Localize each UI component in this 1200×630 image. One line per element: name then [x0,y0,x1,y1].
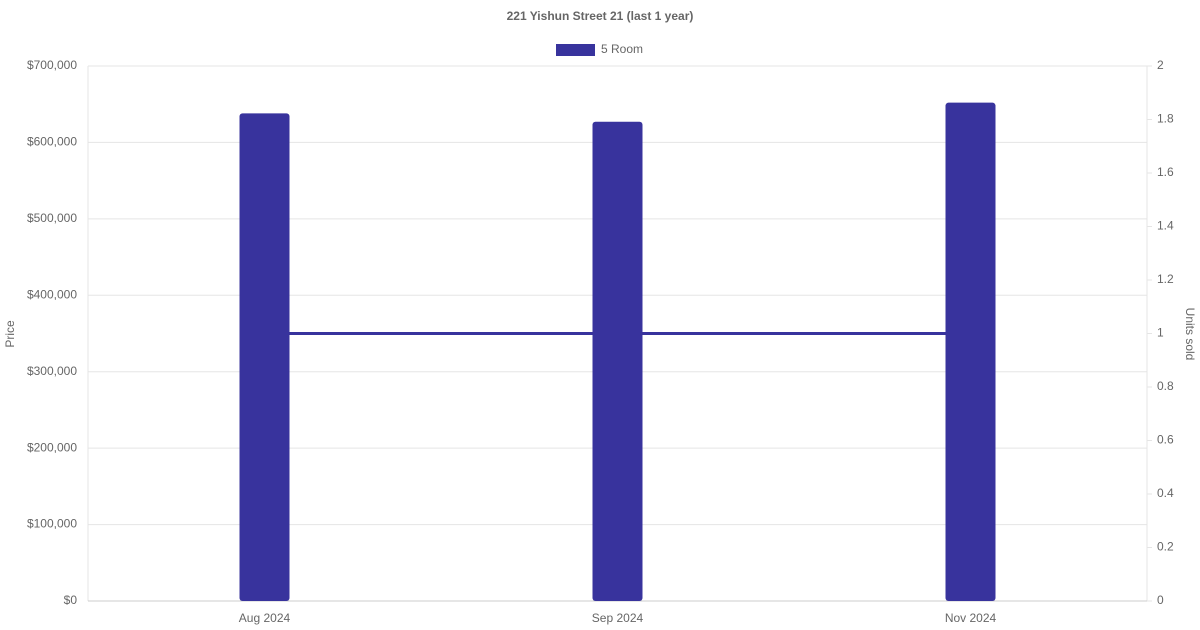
bar [945,102,996,601]
chart-title: 221 Yishun Street 21 (last 1 year) [507,9,694,23]
y2-tick-label: 0 [1157,593,1164,607]
y2-tick-label: 1.6 [1157,165,1174,179]
y-tick-label: $300,000 [27,364,77,378]
x-tick-label: Aug 2024 [239,611,291,625]
y2-tick-label: 0.2 [1157,540,1174,554]
legend-swatch [556,44,595,56]
legend-label: 5 Room [601,42,643,56]
y2-tick-label: 2 [1157,58,1164,72]
y-tick-label: $400,000 [27,287,77,301]
y-tick-label: $100,000 [27,517,77,531]
y-tick-label: $200,000 [27,440,77,454]
y-axis-label: Price [3,320,17,348]
y2-axis-label: Units sold [1183,308,1197,361]
y-tick-label: $0 [64,593,78,607]
bar [239,113,290,601]
y2-tick-label: 1.8 [1157,112,1174,126]
y-tick-label: $500,000 [27,211,77,225]
x-tick-label: Nov 2024 [945,611,997,625]
y2-tick-label: 0.8 [1157,379,1174,393]
y2-tick-label: 0.4 [1157,486,1174,500]
y2-tick-label: 1.2 [1157,272,1174,286]
x-tick-label: Sep 2024 [592,611,644,625]
y2-tick-label: 1.4 [1157,219,1174,233]
y-tick-label: $600,000 [27,135,77,149]
y-tick-label: $700,000 [27,58,77,72]
y2-tick-label: 0.6 [1157,433,1174,447]
bar [592,121,643,602]
y2-tick-label: 1 [1157,326,1164,340]
